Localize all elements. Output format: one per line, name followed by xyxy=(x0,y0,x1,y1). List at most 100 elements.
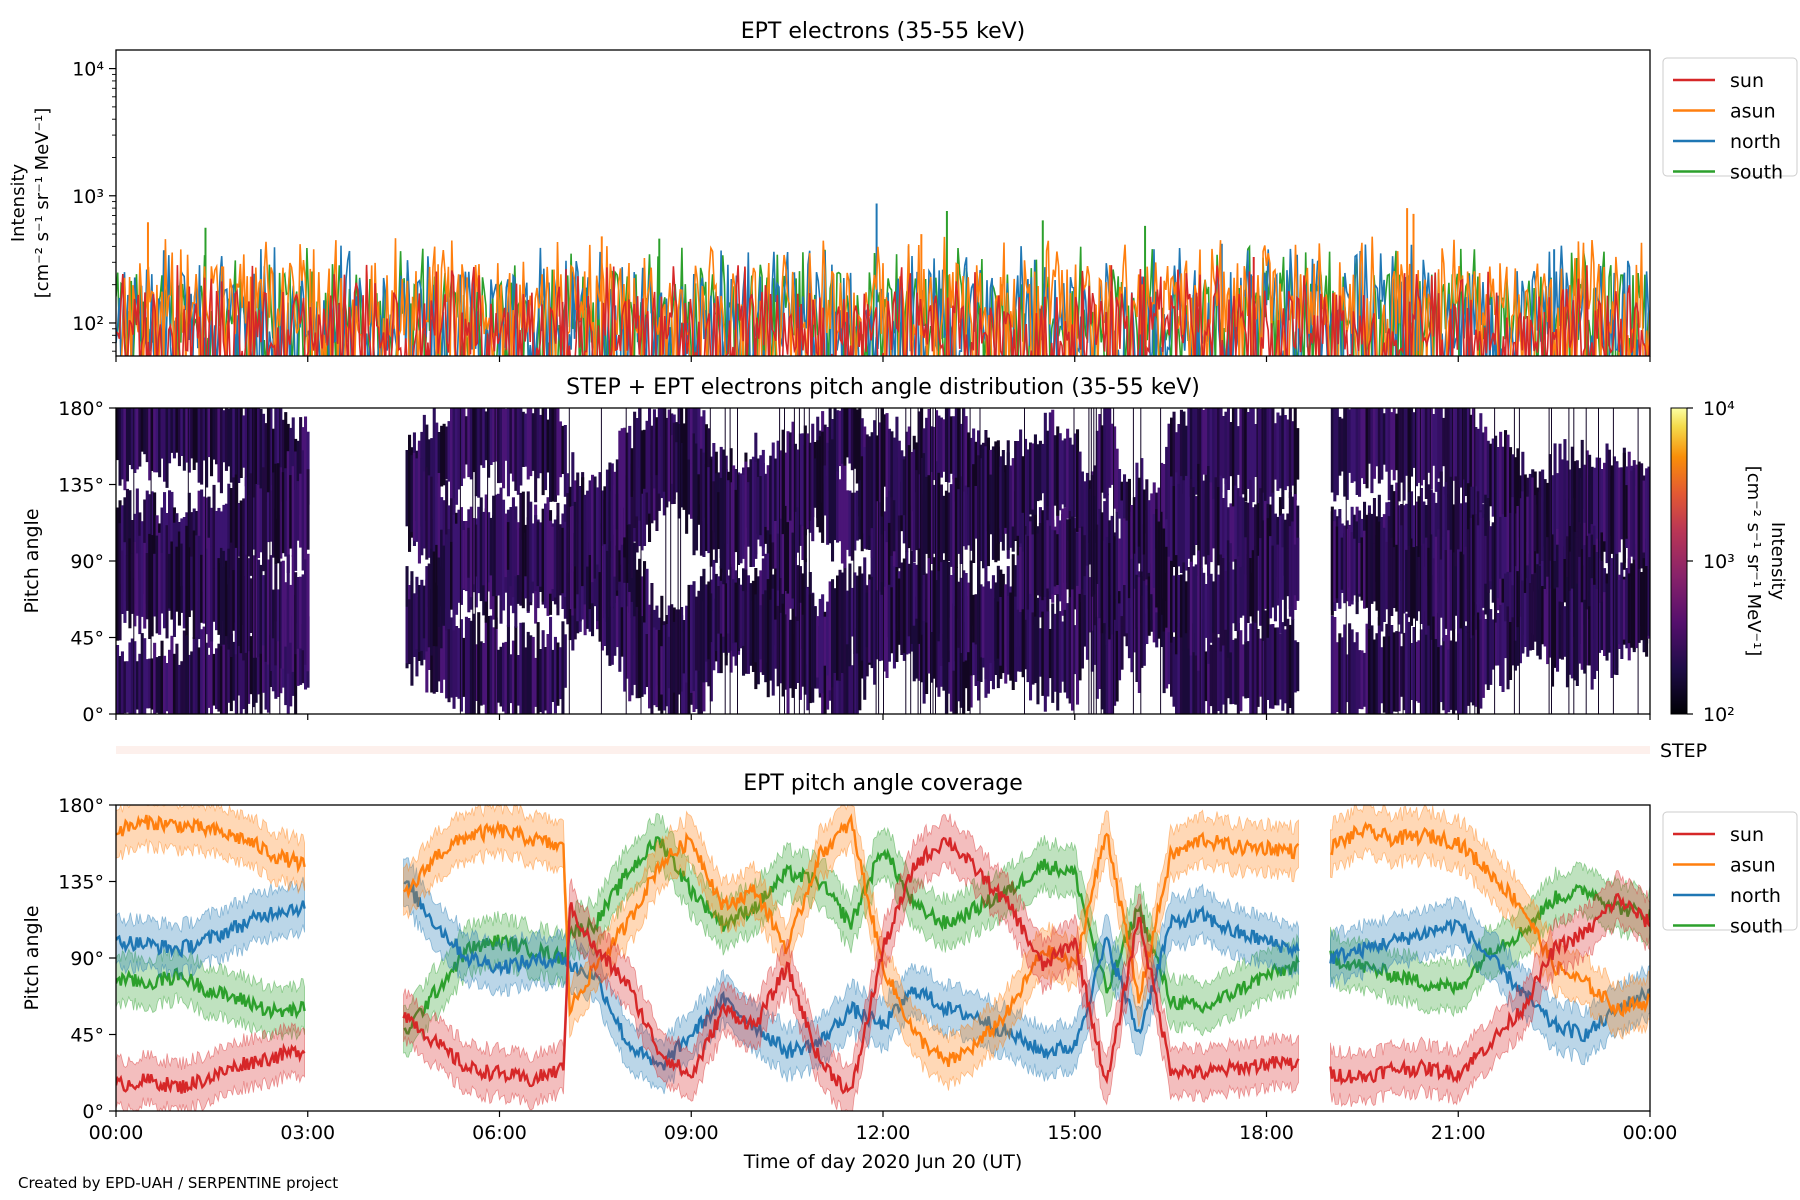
pad-cell xyxy=(1570,588,1574,679)
pad-cell xyxy=(845,408,849,458)
pad-cell xyxy=(1637,461,1641,569)
panel4-xlabel: Time of day 2020 Jun 20 (UT) xyxy=(743,1151,1023,1173)
pad-cell xyxy=(1407,621,1411,714)
pad-cell xyxy=(695,635,699,709)
pad-cell xyxy=(217,643,221,712)
pad-cell xyxy=(1293,640,1297,693)
pad-cell xyxy=(1620,482,1624,539)
pad-cell xyxy=(774,458,778,521)
pad-cell xyxy=(1528,553,1532,651)
pad-cell xyxy=(212,408,216,460)
pad-cell xyxy=(200,629,204,714)
pad-cell xyxy=(464,616,468,714)
pad-cell xyxy=(1400,646,1404,697)
pad-cell xyxy=(1202,572,1206,651)
pad-cell xyxy=(875,408,877,714)
pad-cell xyxy=(222,620,226,714)
pad-cell xyxy=(1570,446,1574,548)
pad-cell xyxy=(1511,497,1515,586)
pad-cell xyxy=(536,622,540,714)
pad-cell xyxy=(1387,408,1391,501)
pad-cell xyxy=(1192,408,1196,488)
pad-cell xyxy=(845,637,849,714)
pad-cell xyxy=(514,408,518,491)
pad-cell xyxy=(1085,487,1089,548)
pad-cell xyxy=(1199,408,1201,714)
pad-cell xyxy=(249,473,253,576)
pad-cell xyxy=(699,576,703,681)
pad-cell xyxy=(1452,408,1454,714)
pad-cell xyxy=(1061,508,1065,616)
pad-cell xyxy=(979,408,981,714)
pad-cell xyxy=(779,450,783,519)
pad-cell xyxy=(1580,523,1584,644)
pad-cell xyxy=(1162,572,1166,694)
pad-cell xyxy=(1234,559,1238,631)
pad-cell xyxy=(969,560,973,676)
pad-cell xyxy=(895,416,899,531)
pad-cell xyxy=(628,477,632,574)
pad-cell xyxy=(1009,592,1013,681)
pad-cell xyxy=(972,625,976,676)
pad-cell xyxy=(808,408,810,714)
pad-cell xyxy=(158,656,162,714)
pad-cell xyxy=(709,593,713,643)
pad-cell xyxy=(912,584,916,682)
pad-cell xyxy=(1380,517,1384,632)
pad-cell xyxy=(128,538,132,629)
pad-cell xyxy=(1422,614,1426,714)
pad-cell xyxy=(1108,627,1112,714)
pad-cell xyxy=(1434,629,1438,714)
pad-cell xyxy=(1521,534,1525,654)
pad-cell xyxy=(947,492,951,562)
pad-cell xyxy=(1036,533,1040,596)
pad-cell xyxy=(1170,417,1174,507)
pad-cell xyxy=(652,627,656,706)
pad-cell xyxy=(1103,408,1107,499)
pad-cell xyxy=(1600,601,1604,651)
pad-cell xyxy=(838,410,842,467)
pad-cell xyxy=(1056,534,1060,585)
pad-cell xyxy=(952,556,956,671)
pad-cell xyxy=(935,408,936,714)
pad-cell xyxy=(722,572,726,637)
pad-cell xyxy=(1125,564,1129,634)
pad-cell xyxy=(939,549,943,666)
pad-cell xyxy=(155,657,159,713)
pad-cell xyxy=(1073,625,1077,675)
pad-cell xyxy=(1264,408,1268,508)
pad-cell xyxy=(254,484,258,561)
pad-cell xyxy=(974,594,978,645)
pad-cell xyxy=(1269,536,1273,619)
pad-cell xyxy=(1405,549,1409,612)
pad-cell xyxy=(922,572,926,621)
pad-cell xyxy=(739,473,743,564)
pad-cell xyxy=(467,527,471,578)
pad-cell xyxy=(571,524,575,616)
pad-cell xyxy=(1382,413,1386,465)
pad-cell xyxy=(917,474,921,549)
pad-cell xyxy=(1095,579,1099,699)
pad-cell xyxy=(1118,576,1122,681)
pad-cell xyxy=(1212,408,1216,500)
pad-cell xyxy=(1575,537,1579,625)
legend-label-north: north xyxy=(1730,885,1781,907)
coverage-line-asun xyxy=(116,814,306,874)
pad-cell xyxy=(1095,430,1099,530)
pad-cell xyxy=(1207,634,1211,714)
pad-cell xyxy=(1541,586,1545,645)
pad-cell xyxy=(529,408,533,477)
pad-cell xyxy=(1518,408,1520,714)
pad-cell xyxy=(1551,475,1555,535)
pad-cell xyxy=(1115,511,1119,631)
pad-cell xyxy=(125,408,129,482)
pad-cell xyxy=(1513,457,1517,546)
pad-cell xyxy=(1632,468,1636,560)
pad-cell xyxy=(1246,412,1250,489)
pad-cell xyxy=(1110,619,1114,714)
pad-cell xyxy=(1560,531,1564,616)
pad-cell xyxy=(440,425,444,487)
pad-cell xyxy=(1142,580,1146,666)
pad-cell xyxy=(210,408,214,477)
pad-cell xyxy=(299,473,303,548)
